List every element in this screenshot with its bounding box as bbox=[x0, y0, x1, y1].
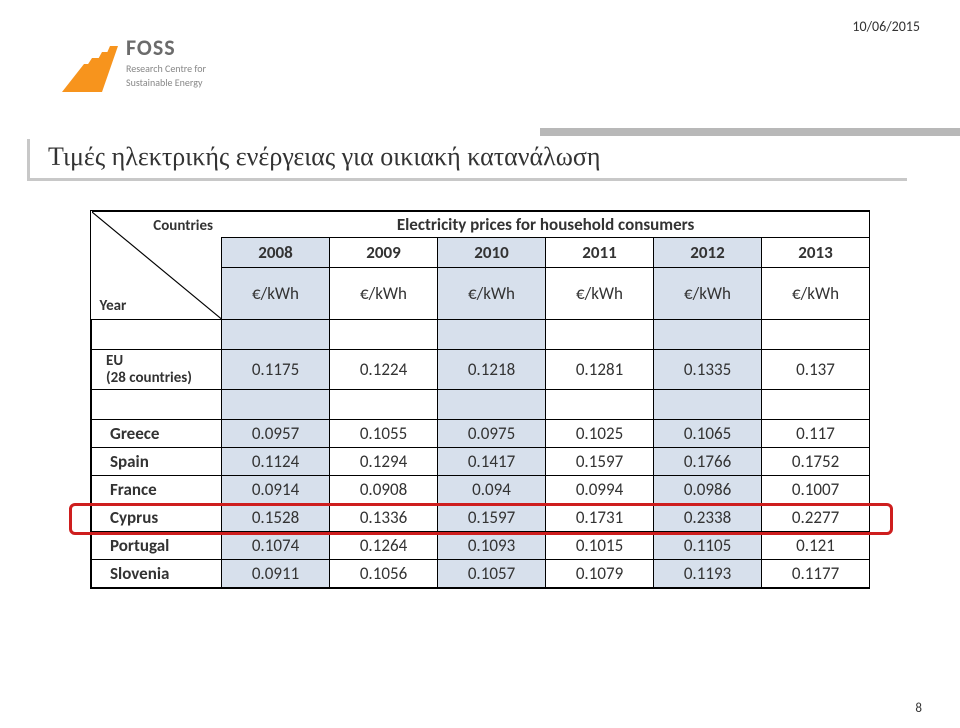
row-label: France bbox=[92, 476, 222, 504]
logo-text: FOSS Research Centre for Sustainable Ene… bbox=[126, 34, 206, 89]
logo-name: FOSS bbox=[126, 34, 206, 61]
data-cell: 0.2338 bbox=[654, 504, 762, 532]
data-cell: 0.1093 bbox=[438, 532, 546, 560]
logo-rays-icon bbox=[60, 34, 120, 94]
slide-title: Τιμές ηλεκτρικής ενέργειας για οικιακή κ… bbox=[48, 142, 601, 172]
data-cell: 0.1175 bbox=[222, 350, 330, 390]
data-cell: 0.117 bbox=[762, 420, 870, 448]
title-bar: Τιμές ηλεκτρικής ενέργειας για οικιακή κ… bbox=[0, 128, 960, 178]
data-cell: 0.1079 bbox=[546, 560, 654, 588]
row-label: Greece bbox=[92, 420, 222, 448]
year-header: 2011 bbox=[546, 238, 654, 268]
data-cell: 0.0911 bbox=[222, 560, 330, 588]
data-cell: 0.0975 bbox=[438, 420, 546, 448]
data-cell: 0.1766 bbox=[654, 448, 762, 476]
data-cell: 0.1193 bbox=[654, 560, 762, 588]
unit-header: €/kWh bbox=[762, 268, 870, 320]
row-label: Slovenia bbox=[92, 560, 222, 588]
data-cell: 0.1218 bbox=[438, 350, 546, 390]
slide: 10/06/2015 FOSS Research Centre for Sust… bbox=[0, 0, 960, 728]
row-label: Portugal bbox=[92, 532, 222, 560]
data-cell: 0.1335 bbox=[654, 350, 762, 390]
data-cell: 0.2277 bbox=[762, 504, 870, 532]
year-header: 2010 bbox=[438, 238, 546, 268]
unit-header: €/kWh bbox=[330, 268, 438, 320]
data-cell: 0.1597 bbox=[438, 504, 546, 532]
data-cell: 0.0908 bbox=[330, 476, 438, 504]
year-header: 2009 bbox=[330, 238, 438, 268]
data-cell: 0.0914 bbox=[222, 476, 330, 504]
data-cell: 0.1025 bbox=[546, 420, 654, 448]
data-cell: 0.1417 bbox=[438, 448, 546, 476]
data-cell: 0.1074 bbox=[222, 532, 330, 560]
data-cell: 0.1057 bbox=[438, 560, 546, 588]
data-cell: 0.1056 bbox=[330, 560, 438, 588]
corner-top-label: Countries bbox=[153, 217, 213, 235]
data-cell: 0.1015 bbox=[546, 532, 654, 560]
header-date: 10/06/2015 bbox=[852, 18, 920, 35]
data-cell: 0.1105 bbox=[654, 532, 762, 560]
corner-bottom-label: Year bbox=[100, 297, 127, 315]
data-cell: 0.137 bbox=[762, 350, 870, 390]
data-cell: 0.1065 bbox=[654, 420, 762, 448]
year-header: 2012 bbox=[654, 238, 762, 268]
data-cell: 0.1597 bbox=[546, 448, 654, 476]
year-header: 2008 bbox=[222, 238, 330, 268]
data-cell: 0.0986 bbox=[654, 476, 762, 504]
data-cell: 0.1055 bbox=[330, 420, 438, 448]
logo-subtitle-1: Research Centre for bbox=[126, 63, 206, 75]
unit-header: €/kWh bbox=[222, 268, 330, 320]
row-label: Cyprus bbox=[92, 504, 222, 532]
unit-header: €/kWh bbox=[546, 268, 654, 320]
unit-header: €/kWh bbox=[438, 268, 546, 320]
logo-subtitle-2: Sustainable Energy bbox=[126, 77, 206, 89]
row-label: Spain bbox=[92, 448, 222, 476]
data-cell: 0.1007 bbox=[762, 476, 870, 504]
data-cell: 0.1731 bbox=[546, 504, 654, 532]
price-table: Countries Year Electricity prices for hous… bbox=[90, 210, 870, 589]
logo: FOSS Research Centre for Sustainable Ene… bbox=[60, 34, 206, 94]
table-subtitle: Electricity prices for household consume… bbox=[222, 212, 870, 238]
title-box: Τιμές ηλεκτρικής ενέργειας για οικιακή κ… bbox=[30, 136, 910, 178]
data-cell: 0.1264 bbox=[330, 532, 438, 560]
data-cell: 0.094 bbox=[438, 476, 546, 504]
data-cell: 0.1281 bbox=[546, 350, 654, 390]
data-cell: 0.1294 bbox=[330, 448, 438, 476]
data-cell: 0.1752 bbox=[762, 448, 870, 476]
data-cell: 0.1124 bbox=[222, 448, 330, 476]
page-number: 8 bbox=[915, 701, 922, 716]
table-corner-cell: Countries Year bbox=[92, 212, 222, 320]
data-cell: 0.1528 bbox=[222, 504, 330, 532]
data-cell: 0.1224 bbox=[330, 350, 438, 390]
year-header: 2013 bbox=[762, 238, 870, 268]
unit-header: €/kWh bbox=[654, 268, 762, 320]
title-bar-accent bbox=[540, 128, 960, 136]
data-cell: 0.121 bbox=[762, 532, 870, 560]
data-cell: 0.0994 bbox=[546, 476, 654, 504]
data-cell: 0.1336 bbox=[330, 504, 438, 532]
data-cell: 0.0957 bbox=[222, 420, 330, 448]
data-cell: 0.1177 bbox=[762, 560, 870, 588]
row-label: EU(28 countries) bbox=[92, 350, 222, 390]
